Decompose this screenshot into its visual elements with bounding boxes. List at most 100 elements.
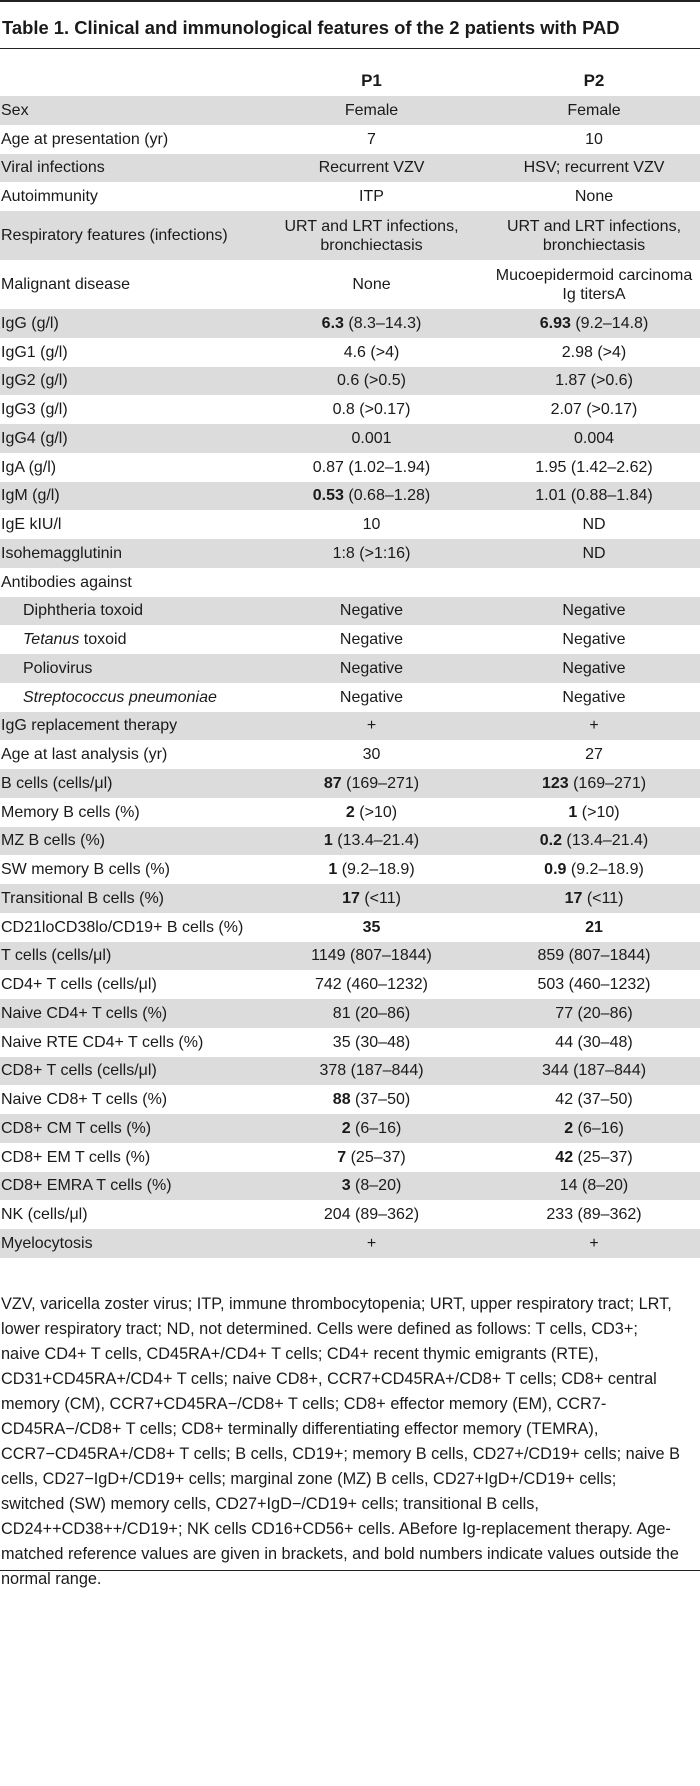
cell-p1: 1:8 (>1:16) — [255, 539, 488, 568]
cell-p2: 42 (37–50) — [488, 1085, 700, 1114]
table-row: B cells (cells/μl) 87 (169–271) 123 (169–2… — [0, 769, 700, 798]
cell-p1-abnormal-value: 2 — [341, 1119, 351, 1137]
cell-p1-value: URT and LRT infections, bronchiectasis — [284, 217, 459, 254]
cell-p2: 233 (89–362) — [488, 1200, 700, 1229]
table-row: CD8+ CM T cells (%) 2 (6–16) 2 (6–16) — [0, 1114, 700, 1143]
row-label: CD8+ EMRA T cells (%) — [0, 1171, 255, 1201]
cell-p2: ND — [488, 510, 700, 539]
cell-p2-value: 2.98 (>4) — [561, 343, 627, 361]
data-table: P1 P2 Sex Female Female Age at presentation… — [0, 66, 700, 1258]
row-label-text: Naive CD8+ T cells (%) — [1, 1091, 168, 1109]
cell-p1: 0.53 (0.68–1.28) — [255, 481, 488, 511]
cell-p2-abnormal-value: 17 — [564, 889, 583, 907]
cell-p2: Negative — [488, 683, 700, 712]
row-label-text: Transitional B cells (%) — [1, 889, 165, 907]
cell-p1-value: (6–16) — [355, 1119, 402, 1137]
row-label-text: Age at presentation (yr) — [1, 130, 169, 148]
row-label: CD8+ T cells (cells/μl) — [0, 1056, 255, 1086]
cell-p2-value: HSV; recurrent VZV — [523, 159, 665, 177]
table-row: Poliovirus Negative Negative — [0, 654, 700, 683]
row-label: B cells (cells/μl) — [0, 769, 255, 798]
cell-p1: 2 (6–16) — [255, 1114, 488, 1143]
row-label: Malignant disease — [0, 260, 255, 309]
cell-p1-abnormal-value: 7 — [337, 1148, 347, 1166]
row-label: Memory B cells (%) — [0, 798, 255, 827]
cell-p2-value: (<11) — [586, 889, 624, 907]
row-label: CD21loCD38lo/CD19+ B cells (%) — [0, 913, 255, 942]
row-label-italic: Streptococcus pneumoniae — [23, 688, 217, 706]
cell-p2-value: 1.95 (1.42–2.62) — [535, 458, 653, 476]
table-row: Memory B cells (%) 2 (>10) 1 (>10) — [0, 798, 700, 827]
cell-p2: 14 (8–20) — [488, 1171, 700, 1201]
table-body: Sex Female Female Age at presentation (yr) 7… — [0, 96, 700, 1258]
row-label: Poliovirus — [0, 654, 255, 683]
cell-p2-value: Negative — [562, 631, 626, 649]
cell-p1: 35 — [255, 913, 488, 942]
table-row: Isohemagglutinin 1:8 (>1:16) ND — [0, 539, 700, 568]
cell-p1: 7 — [255, 125, 488, 154]
cell-p1: None — [255, 260, 488, 309]
cell-p2-value: Negative — [562, 659, 626, 677]
row-label-text: CD8+ EMRA T cells (%) — [1, 1177, 172, 1195]
cell-p2-value: ND — [582, 516, 606, 534]
row-label-text: MZ B cells (%) — [1, 832, 105, 850]
cell-p2: 27 — [488, 740, 700, 769]
cell-p2-value: Negative — [562, 602, 626, 620]
cell-p2: 123 (169–271) — [488, 769, 700, 798]
row-label-text: IgG2 (g/l) — [1, 372, 68, 390]
cell-p1-abnormal-value: 17 — [342, 889, 360, 907]
row-label: Isohemagglutinin — [0, 539, 255, 568]
table-row: IgG1 (g/l) 4.6 (>4) 2.98 (>4) — [0, 338, 700, 367]
cell-p1-value: Negative — [339, 659, 404, 677]
cell-p1: Negative — [255, 654, 488, 683]
row-label-text: CD8+ CM T cells (%) — [1, 1119, 152, 1137]
row-label: IgG4 (g/l) — [0, 424, 255, 453]
table-row: CD8+ EM T cells (%) 7 (25–37) 42 (25–37) — [0, 1143, 700, 1172]
row-label: IgG (g/l) — [0, 309, 255, 338]
cell-p1: 0.6 (>0.5) — [255, 366, 488, 396]
cell-p1-abnormal-value: 0.53 — [312, 487, 344, 505]
cell-p2: 859 (807–1844) — [488, 941, 700, 971]
cell-p2: Negative — [488, 625, 700, 654]
header-row: P1 P2 — [0, 66, 700, 96]
cell-p1-value: Recurrent VZV — [318, 159, 425, 177]
row-label: MZ B cells (%) — [0, 826, 255, 856]
cell-p2: ND — [488, 539, 700, 568]
row-label: Age at last analysis (yr) — [0, 740, 255, 769]
cell-p2-value: URT and LRT infections, bronchiectasis — [506, 217, 682, 254]
table-row: Respiratory features (infections) URT and… — [0, 211, 700, 260]
row-label-text: CD4+ T cells (cells/μl) — [1, 976, 157, 994]
cell-p2: 2 (6–16) — [488, 1114, 700, 1143]
row-label: Streptococcus pneumoniae — [0, 683, 255, 712]
row-label-text: T cells (cells/μl) — [1, 947, 112, 965]
cell-p1: 17 (<11) — [255, 884, 488, 913]
table-row: Naive RTE CD4+ T cells (%) 35 (30–48) 44 (… — [0, 1028, 700, 1057]
cell-p1: 30 — [255, 740, 488, 769]
cell-p2-value: 1.01 (0.88–1.84) — [535, 487, 653, 505]
table-row: Tetanus toxoid Negative Negative — [0, 625, 700, 654]
cell-p2: 6.93 (9.2–14.8) — [488, 309, 700, 338]
cell-p2-abnormal-value: 21 — [585, 918, 603, 936]
cell-p2: 0.9 (9.2–18.9) — [488, 855, 700, 884]
cell-p1: 0.87 (1.02–1.94) — [255, 453, 488, 482]
row-label: IgE kIU/l — [0, 510, 255, 539]
cell-p2-value: 233 (89–362) — [546, 1206, 642, 1224]
cell-p2-value: 0.004 — [573, 429, 615, 447]
cell-p2: 42 (25–37) — [488, 1143, 700, 1172]
cell-p1: Negative — [255, 683, 488, 712]
row-label: IgA (g/l) — [0, 453, 255, 482]
table-row: MZ B cells (%) 1 (13.4–21.4) 0.2 (13.4–21.… — [0, 826, 700, 856]
row-label: IgM (g/l) — [0, 481, 255, 511]
footnote: VZV, varicella zoster virus; ITP, immune… — [1, 1295, 680, 1588]
cell-p1: 6.3 (8.3–14.3) — [255, 309, 488, 338]
cell-p1: 2 (>10) — [255, 798, 488, 827]
cell-p2-value: + — [589, 717, 599, 735]
table-title: Table 1. Clinical and immunological feat… — [2, 17, 620, 38]
table-row: Myelocytosis + + — [0, 1229, 700, 1258]
row-label: Transitional B cells (%) — [0, 884, 255, 913]
cell-p2-value: (9.2–18.9) — [570, 861, 644, 879]
cell-p1-value: + — [366, 1234, 377, 1252]
cell-p1: 1 (13.4–21.4) — [255, 826, 488, 856]
row-label-text: IgG4 (g/l) — [1, 429, 68, 447]
cell-p1: URT and LRT infections, bronchiectasis — [255, 211, 488, 260]
